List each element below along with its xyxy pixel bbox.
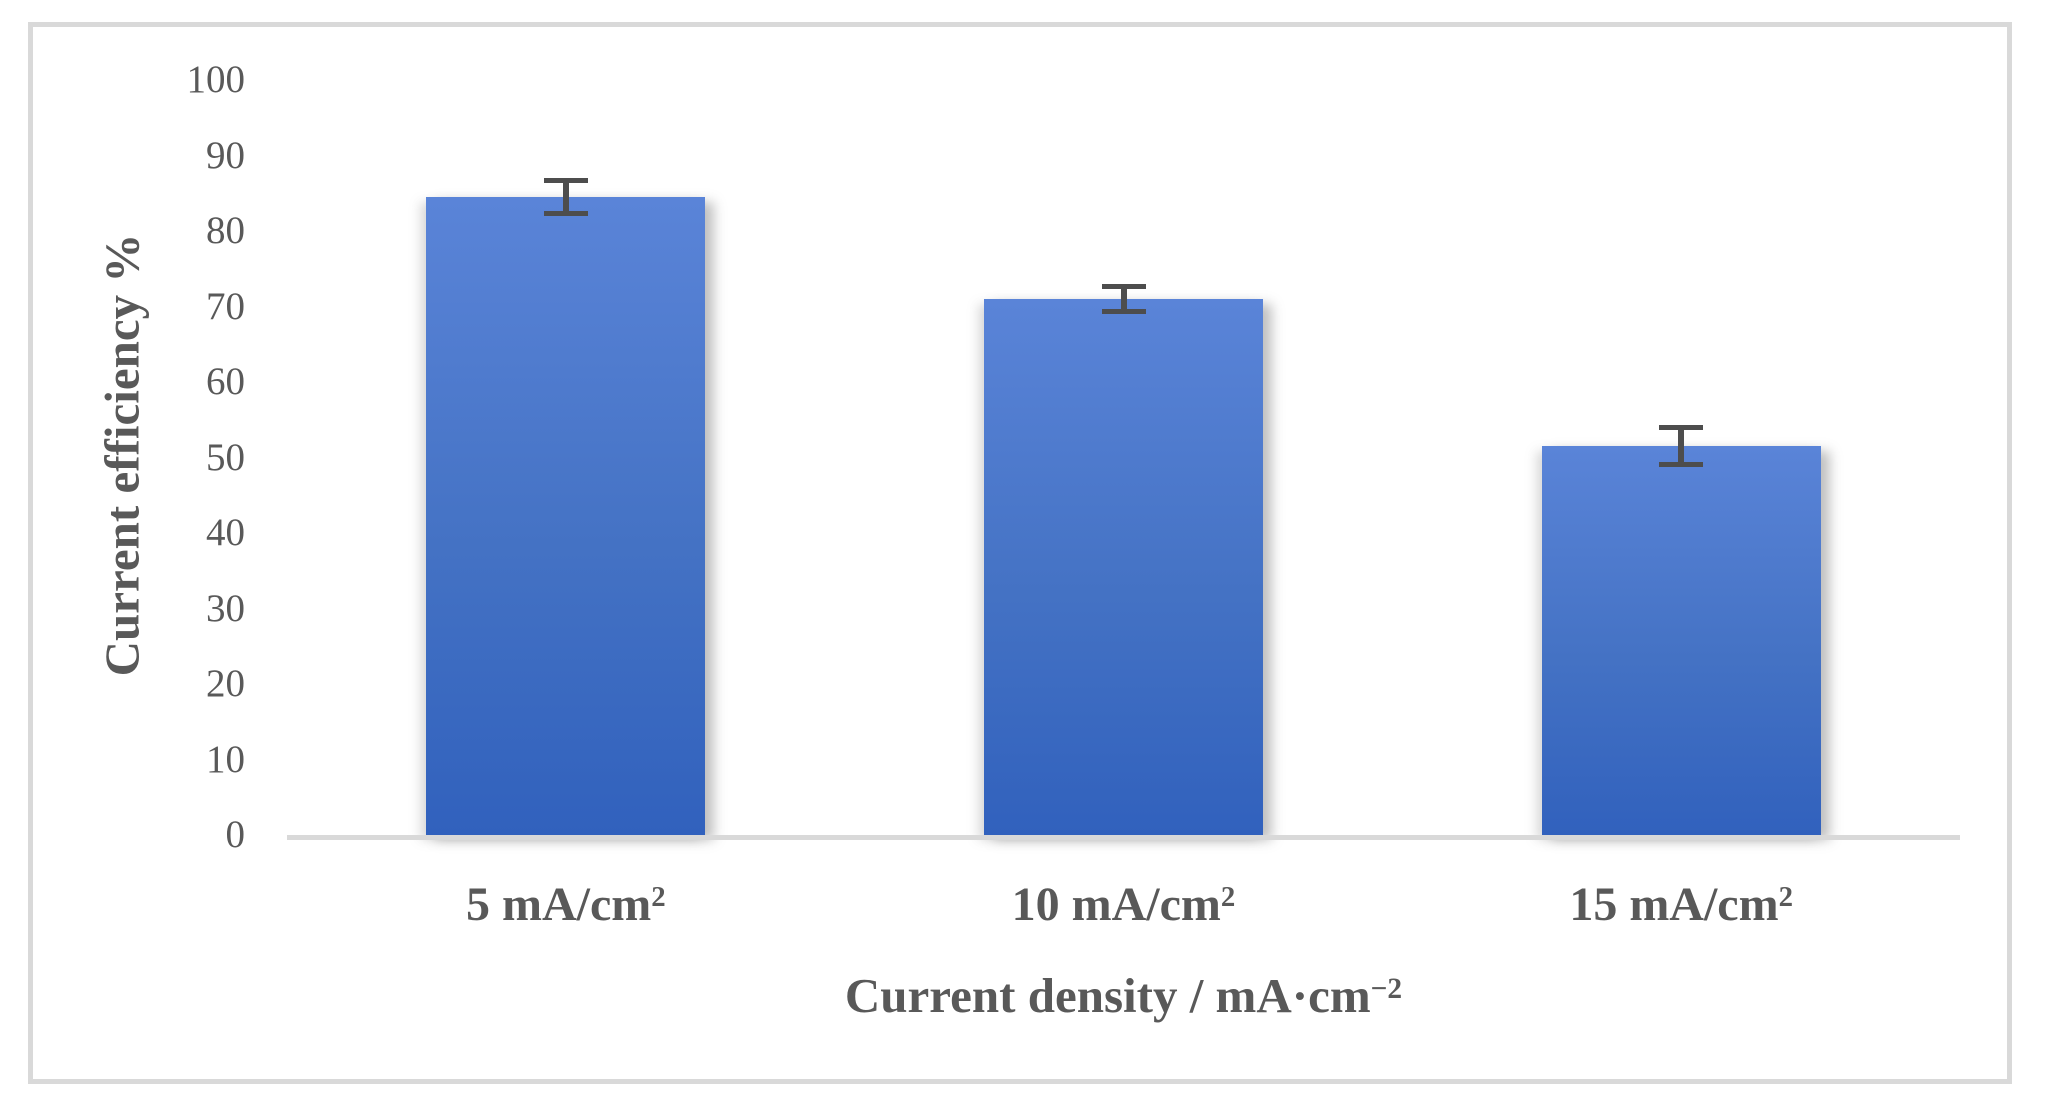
error-bar-cap-top xyxy=(543,178,588,184)
error-bar-cap-top xyxy=(1101,283,1146,289)
error-bar xyxy=(1101,283,1146,315)
y-tick-label: 80 xyxy=(206,209,245,252)
y-tick-label: 30 xyxy=(206,586,245,630)
y-tick-label: 20 xyxy=(206,662,245,705)
y-tick-label: 0 xyxy=(225,813,246,856)
error-bar-line xyxy=(562,178,569,216)
y-tick-label: 90 xyxy=(206,133,245,177)
error-bar-cap-top xyxy=(1659,425,1704,431)
x-category-label: 10 mA/cm2 xyxy=(1011,878,1236,931)
y-tick-label: 60 xyxy=(206,360,245,403)
chart-frame: 0 10 20 30 40 50 60 70 80 90 100 5 mA/cm2 10 mA/cm2… xyxy=(28,22,2012,1084)
error-bar xyxy=(1659,425,1704,468)
error-bar-cap-bottom xyxy=(1659,462,1704,468)
x-category-label: 5 mA/cm2 xyxy=(465,878,666,931)
error-bar-cap-bottom xyxy=(543,210,588,216)
y-tick-label: 100 xyxy=(186,58,246,101)
y-tick-label: 50 xyxy=(206,435,245,479)
bar-10 xyxy=(984,298,1263,835)
error-bar-line xyxy=(1678,425,1685,468)
error-bar-cap-bottom xyxy=(1101,309,1146,315)
bar-15 xyxy=(1541,446,1821,835)
error-bar xyxy=(543,178,588,216)
y-tick-label: 40 xyxy=(206,511,245,554)
x-category-label: 15 mA/cm2 xyxy=(1569,878,1793,931)
x-axis-label: Current density / mA·cm−2 xyxy=(844,968,1403,1023)
y-tick-label: 70 xyxy=(206,284,245,328)
bar-5 xyxy=(426,197,706,835)
error-bar-line xyxy=(1120,283,1127,315)
x-axis-line xyxy=(287,835,1960,840)
y-tick-label: 10 xyxy=(206,737,245,781)
y-axis-label: Current efficiency % xyxy=(94,233,150,677)
